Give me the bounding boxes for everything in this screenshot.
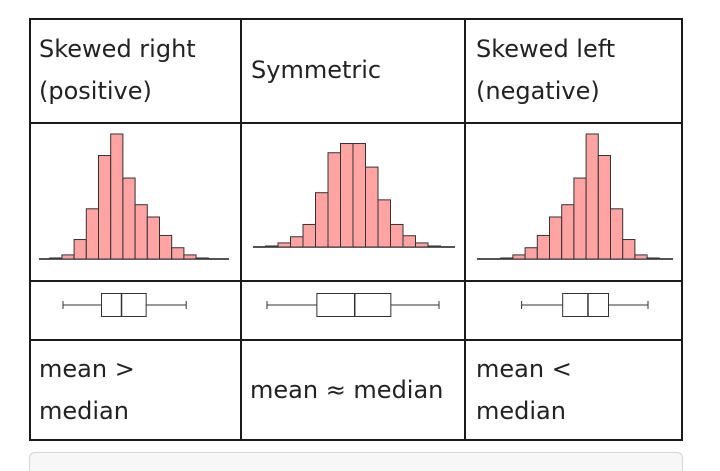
- relation-skewed-right-line2: median: [39, 397, 129, 425]
- histogram-bar: [122, 177, 136, 260]
- relation-skewed-left: mean < median: [476, 348, 572, 432]
- histogram-bar: [73, 239, 87, 260]
- histogram-bar: [390, 223, 404, 248]
- header-symmetric: Symmetric: [251, 49, 381, 91]
- boxplots: [62, 293, 649, 317]
- histograms: [39, 133, 673, 260]
- table-grid-lines: [29, 18, 683, 441]
- histogram-bar: [146, 216, 161, 260]
- histogram-bar: [402, 235, 416, 248]
- relation-skewed-left-line1: mean <: [476, 355, 572, 383]
- histogram-bar: [183, 254, 197, 260]
- histogram-bar: [195, 257, 209, 260]
- header-symmetric-line1: Symmetric: [251, 56, 382, 84]
- histogram-bar: [49, 257, 63, 260]
- skewness-table: [29, 18, 683, 441]
- histogram-bar: [315, 192, 329, 248]
- relation-skewed-left-line2: median: [476, 397, 566, 425]
- histogram-bar: [134, 204, 148, 260]
- histogram-bar: [365, 166, 379, 248]
- header-skewed-left: Skewed left (negative): [476, 28, 615, 112]
- bottom-bar: [29, 452, 683, 471]
- histogram-bar: [427, 245, 441, 248]
- histogram-bar: [110, 133, 124, 260]
- histogram-bar: [352, 143, 366, 248]
- histogram-bar: [585, 133, 599, 260]
- histogram-bar: [290, 236, 304, 248]
- histogram-bar: [98, 155, 112, 260]
- boxplot-box: [101, 293, 147, 317]
- relation-skewed-right-line1: mean >: [39, 355, 135, 383]
- histogram-bar: [302, 223, 316, 248]
- histogram-bar: [524, 247, 538, 260]
- histogram-bar: [597, 155, 611, 260]
- header-skewed-right: Skewed right (positive): [39, 28, 196, 112]
- histogram-bar: [340, 143, 354, 248]
- histogram-bar: [549, 216, 563, 260]
- histogram-bar: [573, 177, 587, 260]
- header-skewed-left-line1: Skewed left: [476, 35, 616, 63]
- histogram-bar: [61, 254, 75, 260]
- boxplot-box: [562, 293, 609, 317]
- boxplot-box: [316, 293, 392, 317]
- header-skewed-left-line2: (negative): [476, 77, 600, 105]
- histogram-bar: [622, 239, 636, 260]
- histogram-bar: [561, 204, 575, 260]
- relation-symmetric-line1: mean ≈ median: [250, 376, 444, 404]
- histogram-bar: [265, 245, 279, 248]
- histogram-bar: [610, 208, 624, 260]
- histogram-bar: [85, 208, 99, 260]
- histogram-bar: [159, 234, 173, 260]
- histogram-bar: [415, 242, 429, 248]
- histogram-bar: [500, 257, 514, 260]
- histogram-bar: [512, 254, 526, 260]
- histogram-bar: [277, 242, 291, 248]
- histogram-bar: [634, 254, 648, 260]
- header-skewed-right-line1: Skewed right: [39, 35, 196, 63]
- histogram-bar: [377, 199, 391, 248]
- header-skewed-right-line2: (positive): [39, 77, 152, 105]
- histogram-bar: [327, 152, 341, 248]
- relation-symmetric: mean ≈ median: [250, 369, 443, 411]
- histogram-bar: [536, 234, 550, 260]
- histogram-bar: [171, 247, 185, 260]
- relation-skewed-right: mean > median: [39, 348, 135, 432]
- histogram-bar: [646, 257, 660, 260]
